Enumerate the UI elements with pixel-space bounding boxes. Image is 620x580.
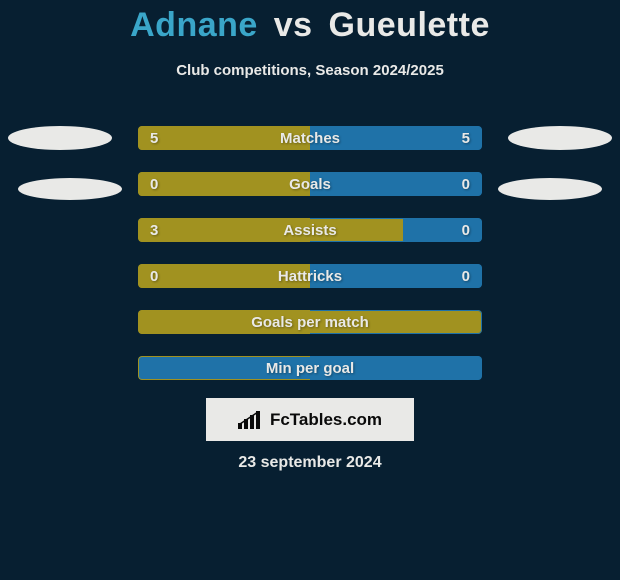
title-player-right: Gueulette (329, 6, 490, 44)
stat-label: Min per goal (138, 356, 482, 380)
title-player-left: Adnane (130, 6, 258, 44)
stat-row: 00Hattricks (138, 264, 482, 288)
stat-label: Goals (138, 172, 482, 196)
stat-row: 30Assists (138, 218, 482, 242)
logo-text: FcTables.com (270, 410, 382, 430)
logo-mark-icon (238, 411, 264, 429)
stat-row: 55Matches (138, 126, 482, 150)
stat-label: Assists (138, 218, 482, 242)
title-vs: vs (274, 6, 313, 44)
logo-box: FcTables.com (206, 398, 414, 441)
avatar-placeholder (508, 126, 612, 150)
date-text: 23 september 2024 (0, 454, 620, 472)
avatar-placeholder (8, 126, 112, 150)
subtitle: Club competitions, Season 2024/2025 (0, 62, 620, 79)
stat-row: Goals per match (138, 310, 482, 334)
stat-row: 00Goals (138, 172, 482, 196)
avatar-placeholder (498, 178, 602, 200)
stat-row: Min per goal (138, 356, 482, 380)
avatar-placeholder (18, 178, 122, 200)
stat-label: Matches (138, 126, 482, 150)
comparison-canvas: Adnane vs Gueulette Club competitions, S… (0, 0, 620, 580)
stat-label: Hattricks (138, 264, 482, 288)
stat-rows: 55Matches 00Goals 30Assists 00Hattricks Goal… (138, 126, 482, 402)
stat-label: Goals per match (138, 310, 482, 334)
page-title: Adnane vs Gueulette (0, 6, 620, 45)
